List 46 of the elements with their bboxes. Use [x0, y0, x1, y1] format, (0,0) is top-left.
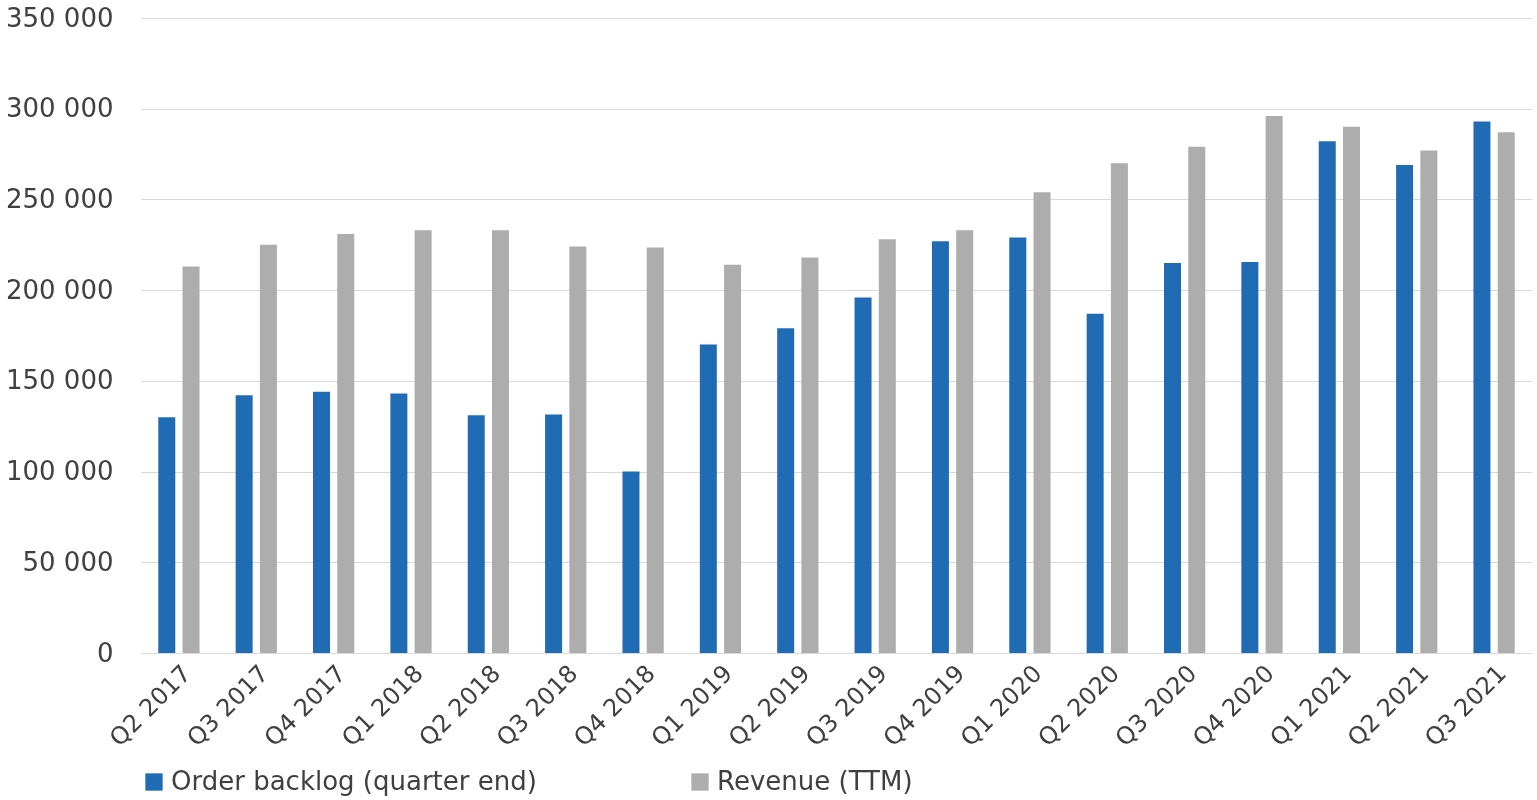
bar — [931, 241, 949, 653]
bar — [313, 391, 331, 653]
bar — [1497, 132, 1515, 653]
bar — [467, 415, 485, 653]
bar — [1033, 192, 1051, 653]
bar — [491, 230, 509, 653]
bar — [1110, 163, 1128, 653]
bar — [414, 230, 432, 653]
bar — [569, 246, 587, 653]
bar — [1164, 262, 1182, 653]
bar — [854, 297, 872, 653]
bar — [724, 264, 742, 653]
y-tick-label: 50 000 — [22, 546, 114, 577]
y-tick-label: 0 — [96, 637, 114, 668]
bar — [1318, 141, 1336, 653]
y-tick-label: 200 000 — [5, 274, 114, 305]
bar — [646, 247, 664, 653]
bar — [545, 414, 563, 653]
bar — [777, 328, 795, 653]
bar — [622, 471, 640, 653]
bar — [259, 244, 277, 653]
y-tick-label: 100 000 — [5, 456, 114, 487]
bar — [1086, 313, 1104, 653]
bar — [878, 239, 896, 653]
bar — [235, 395, 253, 653]
bar — [801, 257, 819, 653]
bar — [1473, 121, 1491, 653]
bar — [390, 393, 408, 653]
bar — [1009, 237, 1027, 653]
bar — [1241, 262, 1259, 653]
bar — [1342, 126, 1360, 653]
y-tick-label: 350 000 — [5, 2, 114, 33]
y-tick-label: 150 000 — [5, 365, 114, 396]
bar — [158, 417, 176, 653]
bar — [956, 230, 974, 653]
legend-label: Order backlog (quarter end) — [171, 766, 537, 796]
bar — [182, 266, 200, 653]
y-tick-label: 300 000 — [5, 93, 114, 124]
bar — [699, 344, 717, 653]
bar — [1188, 146, 1206, 653]
bar — [1265, 115, 1283, 653]
y-tick-label: 250 000 — [5, 183, 114, 214]
bar — [1420, 150, 1438, 653]
bar — [1396, 164, 1414, 653]
legend-label: Revenue (TTM) — [717, 766, 913, 796]
bar — [337, 233, 355, 653]
